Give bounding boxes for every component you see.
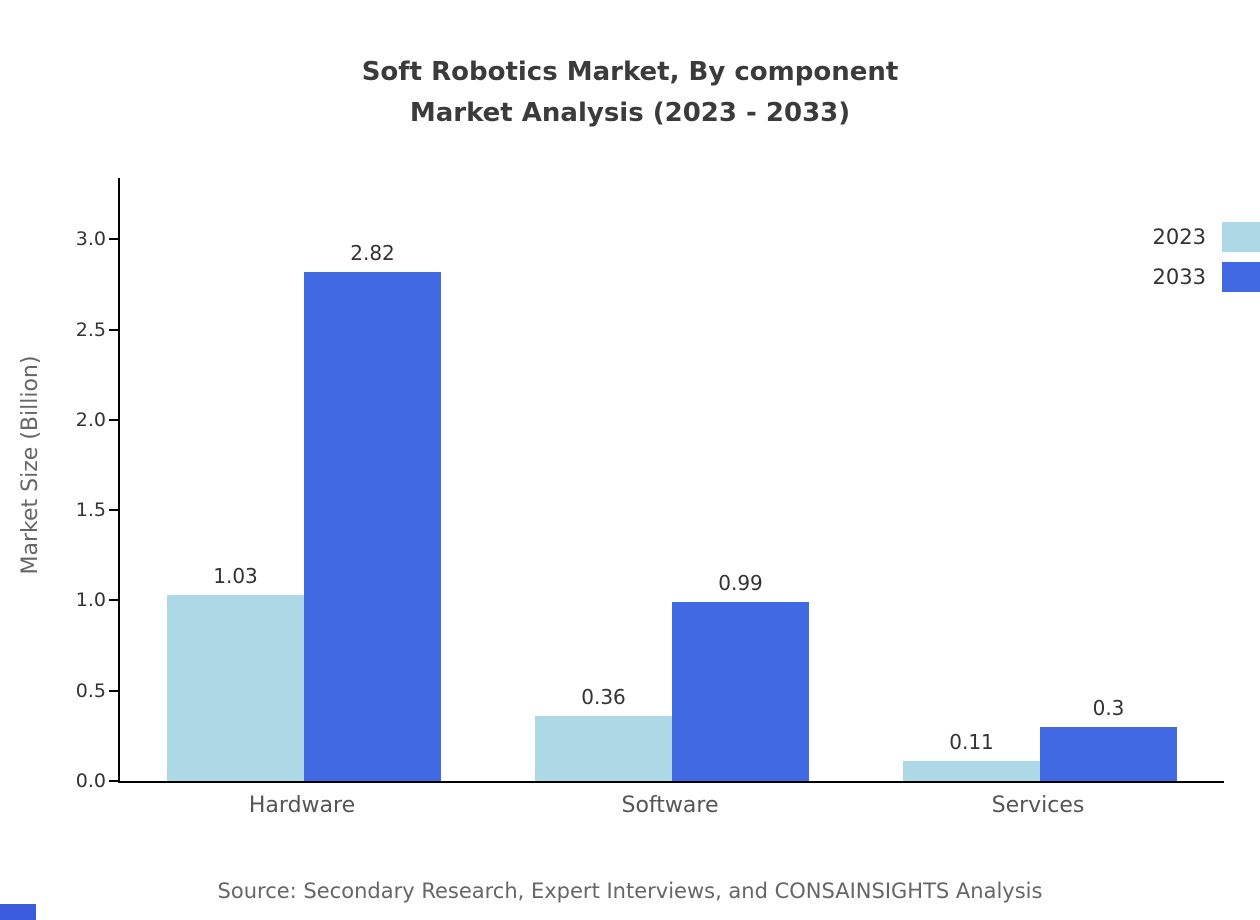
chart-title-line1: Soft Robotics Market, By component [361,57,899,87]
y-ticks: 0.0 0.5 1.0 1.5 2.0 2.5 3.0 [76,178,1224,792]
x-axis-label-services: Services [991,793,1085,818]
brand-mark [0,904,36,920]
bar-value-label: 0.99 [718,571,763,596]
y-tick-label: 3.0 [75,228,106,251]
bar-value-label: 2.82 [350,240,395,265]
bar-group-services: 0.11 0.3 [856,178,1224,781]
plot-area: 0.0 0.5 1.0 1.5 2.0 2.5 3.0 1.03 2.82 0.36 0.99 0.… [76,178,1224,792]
y-tick-label: 1.5 [75,499,106,522]
legend-item-2033: 2033 [1153,261,1260,292]
x-axis-label-hardware: Hardware [248,793,356,818]
legend-label: 2033 [1152,264,1206,289]
bar-rect [1040,726,1177,781]
bar-value-label: 1.03 [213,564,258,589]
y-tick-label: 2.5 [75,318,106,341]
y-tick-label: 1.0 [75,589,106,612]
legend-item-2023: 2023 [1153,221,1260,252]
y-tick-mark [109,689,118,692]
legend-swatch [1222,221,1260,252]
bar-value-label: 0.11 [949,730,994,755]
bar-2033-hardware: 2.82 [304,241,441,781]
bar-rect [304,271,441,781]
legend-swatch [1222,261,1260,292]
source-note: Source: Secondary Research, Expert Inter… [217,879,1043,903]
bar-rect [535,716,672,781]
chart-title: Soft Robotics Market, By component Marke… [0,52,1260,134]
bar-2023-services: 0.11 [903,730,1040,781]
bar-group-hardware: 1.03 2.82 [120,178,488,781]
y-axis-title: Market Size (Billion) [18,355,43,575]
y-tick-mark [109,780,118,782]
bar-2033-services: 0.3 [1040,696,1177,781]
bars-row: 1.03 2.82 0.36 0.99 0.11 0.3 [120,178,1224,781]
bar-value-label: 0.3 [1092,695,1125,720]
y-tick-mark [109,509,118,512]
bar-value-label: 0.36 [581,685,626,710]
y-tick-mark [109,599,118,602]
y-tick-label: 0.0 [75,770,106,792]
y-tick-mark [109,238,118,241]
bar-2023-software: 0.36 [535,685,672,781]
bar-rect [167,595,304,781]
bar-group-software: 0.36 0.99 [488,178,856,781]
y-tick-mark [109,418,118,421]
bar-2033-software: 0.99 [672,571,809,781]
y-tick-label: 2.0 [75,408,106,431]
x-axis-label-software: Software [621,793,719,818]
legend-label: 2023 [1152,224,1206,249]
y-tick-mark [109,328,118,331]
y-tick-label: 0.5 [75,679,106,702]
legend: 2023 2033 [1153,221,1260,301]
bar-rect [672,602,809,781]
bar-2023-hardware: 1.03 [167,564,304,781]
chart-title-line2: Market Analysis (2023 - 2033) [409,98,851,128]
x-axis-labels: Hardware Software Services [118,793,1222,818]
bar-rect [903,761,1040,781]
